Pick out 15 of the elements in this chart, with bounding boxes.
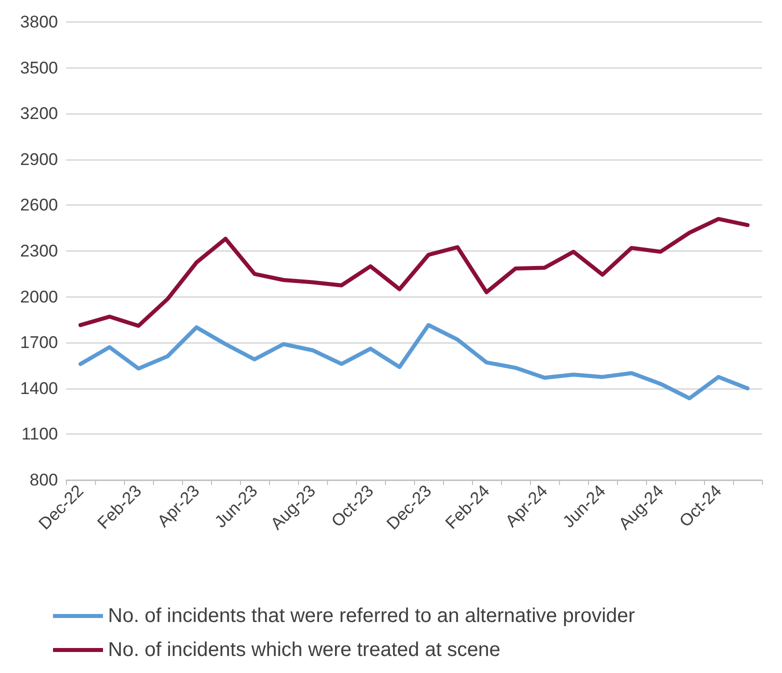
y-tick-label: 1400 — [20, 378, 58, 398]
y-tick-label: 3800 — [20, 12, 58, 32]
line-series — [78, 216, 750, 328]
y-tick-label: 1100 — [21, 424, 58, 444]
y-tick-label: 2000 — [20, 287, 58, 306]
y-tick-label: 2300 — [20, 242, 58, 260]
y-tick-label: 2600 — [20, 196, 58, 215]
y-tick-label: 3200 — [20, 104, 58, 124]
y-tick-label: 2900 — [20, 150, 58, 169]
y-tick-label: 3500 — [20, 58, 58, 78]
line-series — [78, 323, 750, 400]
legend-label: No. of incidents that were referred to an alternative provider — [108, 605, 636, 627]
y-tick-label: 1700 — [20, 333, 58, 352]
y-tick-label: 800 — [30, 470, 58, 490]
legend-label: No. of incidents which were treated at scene — [108, 639, 500, 661]
